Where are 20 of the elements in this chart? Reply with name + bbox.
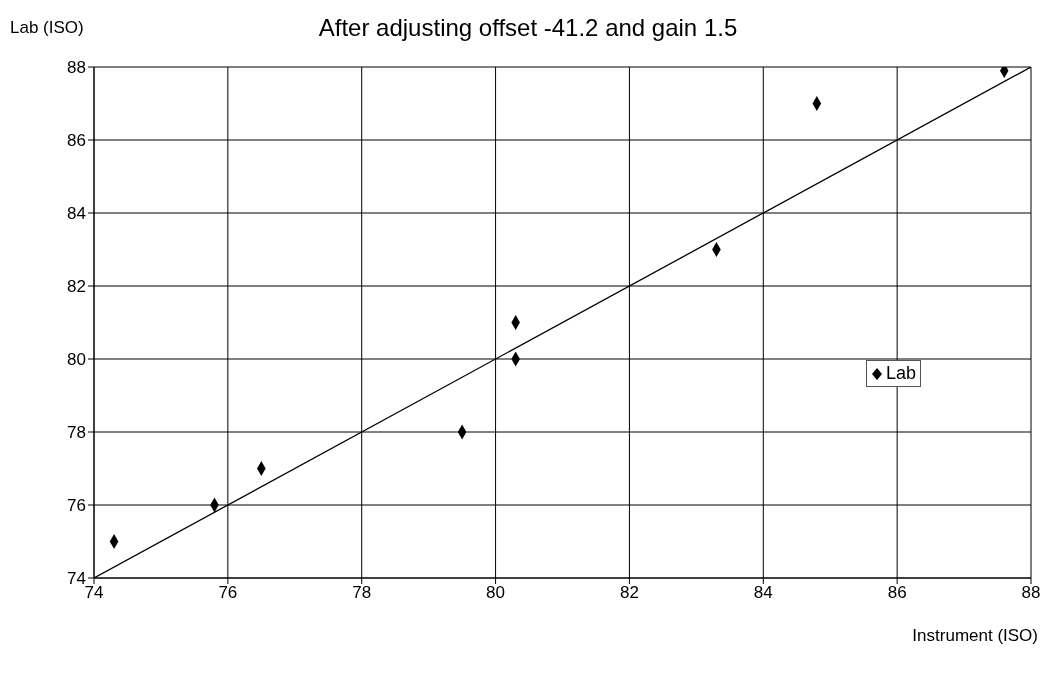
- chart-title: After adjusting offset -41.2 and gain 1.5: [318, 14, 738, 41]
- x-tick-label: 82: [619, 583, 639, 603]
- x-tick-label: 84: [753, 583, 773, 603]
- y-tick-label: 84: [67, 204, 86, 224]
- y-tick-label: 78: [67, 423, 86, 443]
- x-axis-title: Instrument (ISO): [912, 626, 1038, 646]
- y-tick-label: 74: [67, 569, 86, 589]
- y-tick-label: 82: [67, 277, 86, 297]
- x-tick-label: 86: [887, 583, 907, 603]
- y-tick-label: 88: [67, 58, 86, 78]
- x-tick-label: 80: [486, 583, 506, 603]
- x-tick-label: 88: [1021, 583, 1041, 603]
- y-tick-label: 80: [67, 350, 86, 370]
- x-tick-label: 76: [218, 583, 238, 603]
- x-tick-label: 78: [352, 583, 372, 603]
- y-tick-label: 76: [67, 496, 86, 516]
- y-tick-label: 86: [67, 131, 86, 151]
- x-tick-label: 74: [84, 583, 104, 603]
- y-axis-title: Lab (ISO): [10, 18, 84, 38]
- legend-label: Lab: [886, 363, 917, 384]
